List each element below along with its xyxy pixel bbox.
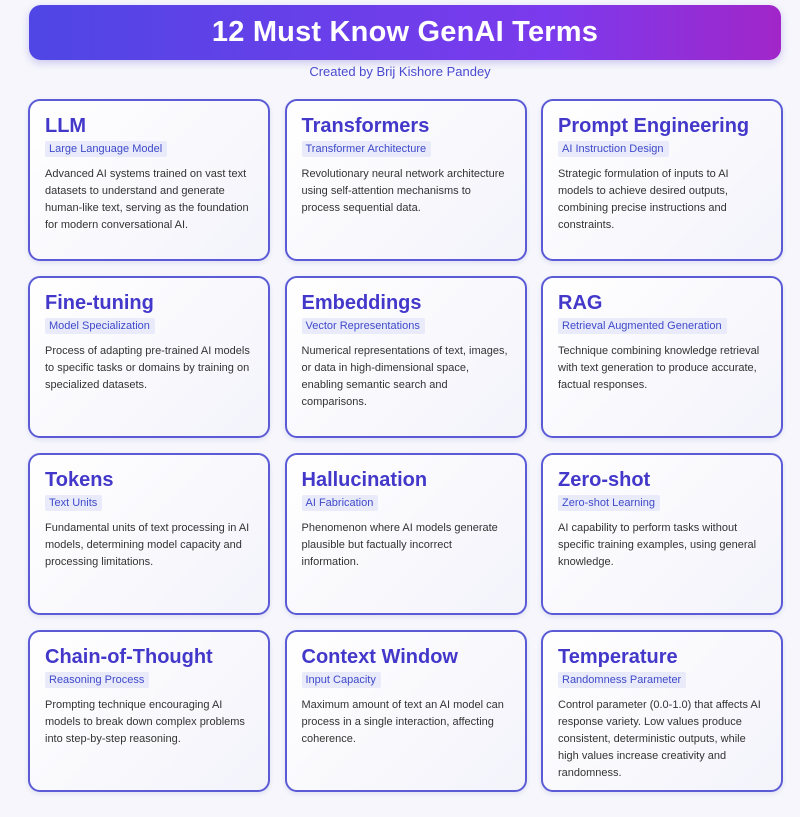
term-card-fine-tuning: Fine-tuning Model Specialization Process… — [28, 276, 270, 438]
term-description: Revolutionary neural network architectur… — [301, 168, 505, 214]
term-title: Context Window — [301, 646, 458, 668]
term-title: LLM — [45, 115, 87, 137]
term-card-hallucination: Hallucination AI Fabrication Phenomenon … — [284, 453, 527, 615]
term-description: AI capability to perform tasks without s… — [558, 522, 757, 568]
term-title: Embeddings — [301, 292, 422, 314]
term-title: RAG — [558, 292, 603, 314]
term-title: Hallucination — [301, 469, 428, 491]
term-tag: Transformer Architecture — [301, 141, 432, 157]
term-card-chain-of-thought: Chain-of-Thought Reasoning Process Promp… — [28, 630, 270, 792]
term-description: Phenomenon where AI models generate plau… — [301, 522, 498, 568]
term-card-context-window: Context Window Input Capacity Maximum am… — [284, 630, 527, 792]
term-title: Tokens — [45, 469, 114, 491]
term-card-temperature: Temperature Randomness Parameter Control… — [541, 630, 783, 792]
term-tag: AI Fabrication — [301, 495, 379, 511]
term-description: Control parameter (0.0-1.0) that affects… — [558, 699, 761, 779]
term-description: Numerical representations of text, image… — [301, 345, 508, 408]
author-credit: Created by Brij Kishore Pandey — [309, 64, 491, 79]
term-description: Advanced AI systems trained on vast text… — [45, 168, 249, 231]
term-description: Maximum amount of text an AI model can p… — [301, 699, 504, 745]
term-tag: Reasoning Process — [45, 672, 150, 688]
term-card-zero-shot: Zero-shot Zero-shot Learning AI capabili… — [541, 453, 783, 615]
term-description: Prompting technique encouraging AI model… — [45, 699, 245, 745]
term-description: Fundamental units of text processing in … — [45, 522, 250, 568]
term-title: Transformers — [301, 115, 430, 137]
term-card-tokens: Tokens Text Units Fundamental units of t… — [28, 453, 270, 615]
term-tag: Model Specialization — [45, 318, 155, 334]
term-description: Process of adapting pre-trained AI model… — [45, 345, 250, 391]
terms-grid: LLM Large Language Model Advanced AI sys… — [28, 99, 783, 792]
term-tag: Randomness Parameter — [558, 672, 687, 688]
term-card-embeddings: Embeddings Vector Representations Numeri… — [284, 276, 527, 438]
term-card-prompt-engineering: Prompt Engineering AI Instruction Design… — [541, 99, 783, 261]
term-tag: Input Capacity — [301, 672, 381, 688]
term-card-transformers: Transformers Transformer Architecture Re… — [284, 99, 527, 261]
term-tag: Large Language Model — [45, 141, 168, 157]
term-tag: Vector Representations — [301, 318, 425, 334]
term-tag: AI Instruction Design — [558, 141, 669, 157]
term-title: Temperature — [558, 646, 678, 668]
term-title: Prompt Engineering — [558, 115, 750, 137]
term-title: Chain-of-Thought — [45, 646, 213, 668]
term-title: Fine-tuning — [45, 292, 154, 314]
term-tag: Text Units — [45, 495, 103, 511]
term-tag: Zero-shot Learning — [558, 495, 660, 511]
term-description: Strategic formulation of inputs to AI mo… — [558, 168, 729, 231]
term-title: Zero-shot — [558, 469, 651, 491]
term-tag: Retrieval Augmented Generation — [558, 318, 727, 334]
term-description: Technique combining knowledge retrieval … — [558, 345, 760, 391]
title-banner: 12 Must Know GenAI Terms — [29, 5, 781, 60]
term-card-rag: RAG Retrieval Augmented Generation Techn… — [541, 276, 783, 438]
term-card-llm: LLM Large Language Model Advanced AI sys… — [28, 99, 270, 261]
page-title: 12 Must Know GenAI Terms — [211, 16, 599, 48]
